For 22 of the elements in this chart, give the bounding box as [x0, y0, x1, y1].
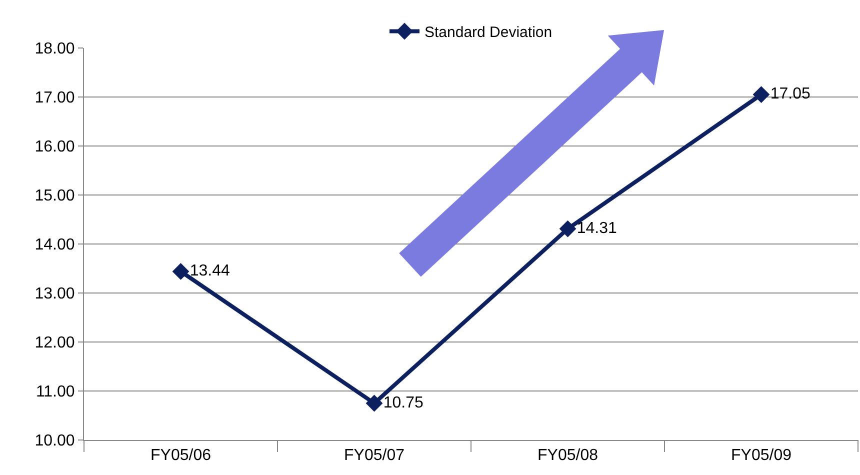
y-tick-label: 11.00 [36, 384, 75, 401]
y-tick-label: 15.00 [34, 188, 75, 205]
y-tick-label: 17.00 [34, 90, 75, 107]
x-tick-label: FY05/06 [150, 447, 212, 464]
legend-label: Standard Deviation [424, 24, 552, 42]
point [559, 220, 576, 238]
x-tick-label: FY05/07 [344, 447, 405, 464]
y-tick-label: 16.00 [34, 138, 75, 156]
y-tick-label: 12.00 [34, 334, 75, 352]
y-tick-label: 10.00 [34, 432, 75, 450]
point [366, 394, 383, 412]
data-label: 17.05 [770, 86, 811, 103]
data-label: 14.31 [576, 220, 618, 237]
y-tick-label: 14.00 [34, 236, 75, 254]
y-tick-label: 18.00 [34, 40, 75, 58]
data-label: 13.44 [190, 262, 230, 280]
point [752, 86, 770, 103]
x-tick-label: FY05/09 [731, 447, 792, 464]
data-label: 10.75 [383, 394, 424, 412]
point [172, 262, 190, 280]
x-tick-label: FY05/08 [538, 447, 598, 464]
y-tick-label: 13.00 [34, 286, 75, 303]
